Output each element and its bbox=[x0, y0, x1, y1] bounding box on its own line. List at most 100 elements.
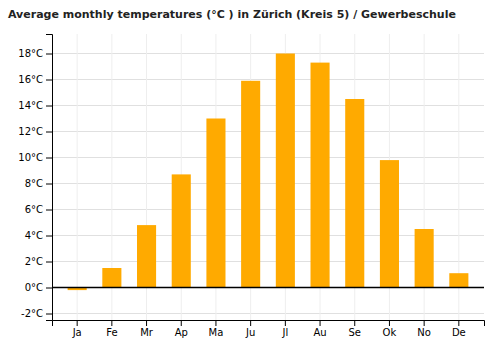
y-tick-label: 16°C bbox=[18, 74, 43, 85]
y-grid-line bbox=[52, 287, 484, 288]
y-grid-line bbox=[52, 157, 484, 158]
bars bbox=[68, 54, 469, 291]
x-tick: Se bbox=[348, 320, 361, 338]
x-tick-mark bbox=[146, 320, 147, 326]
y-tick-mark bbox=[46, 106, 52, 107]
y-tick-mark bbox=[46, 314, 52, 315]
x-tick: Ok bbox=[383, 320, 397, 338]
y-tick-label: 8°C bbox=[25, 178, 43, 189]
x-tick-mark bbox=[458, 320, 459, 326]
zero-line bbox=[52, 287, 484, 289]
y-tick: 2°C bbox=[25, 256, 52, 267]
chart: -2°C 0°C 2°C 4°C 6°C 8°C 10°C 12°C 14°C 16°C 18°C J… bbox=[0, 0, 500, 350]
x-tick: Ju bbox=[245, 320, 255, 338]
y-tick-label: 14°C bbox=[18, 100, 43, 111]
y-tick: 14°C bbox=[18, 100, 52, 111]
title: Average monthly temperatures (°C ) in Zü… bbox=[8, 8, 456, 21]
x-tick: De bbox=[452, 320, 466, 338]
x-tick: Ja bbox=[72, 320, 82, 338]
y-tick-mark bbox=[46, 288, 52, 289]
x-axis-line bbox=[53, 321, 485, 327]
y-tick: 12°C bbox=[18, 126, 52, 137]
y-grid-line bbox=[52, 79, 484, 80]
bar bbox=[172, 174, 191, 287]
x-tick-mark bbox=[320, 320, 321, 326]
bar bbox=[345, 99, 364, 288]
y-tick-mark bbox=[46, 132, 52, 133]
bar bbox=[380, 160, 399, 287]
x-tick-mark bbox=[215, 320, 216, 326]
y-tick-mark bbox=[46, 158, 52, 159]
x-tick-label: No bbox=[417, 327, 431, 338]
x-tick: Ap bbox=[175, 320, 188, 338]
y-grid-line bbox=[52, 53, 484, 54]
y-tick: 16°C bbox=[18, 74, 52, 85]
x-tick-label: Ok bbox=[383, 327, 397, 338]
y-grid-line bbox=[52, 209, 484, 210]
x-tick-mark bbox=[285, 320, 286, 326]
y-grid-line bbox=[52, 313, 484, 314]
bar bbox=[137, 225, 156, 287]
y-tick-label: 4°C bbox=[25, 230, 43, 241]
x-tick-label: Au bbox=[313, 327, 326, 338]
y-tick-mark bbox=[46, 80, 52, 81]
x-tick-label: Mr bbox=[140, 327, 154, 338]
y-tick: -2°C bbox=[21, 308, 52, 319]
x-tick-label: Jl bbox=[281, 327, 288, 338]
x-tick-mark bbox=[389, 320, 390, 326]
bar bbox=[311, 63, 330, 288]
x-tick-mark bbox=[181, 320, 182, 326]
x-tick: No bbox=[417, 320, 431, 338]
x-axis: Ja Fe Mr Ap Ma Ju Jl Au Se Ok No De bbox=[53, 320, 485, 338]
x-tick-mark bbox=[354, 320, 355, 326]
y-tick-label: -2°C bbox=[21, 308, 43, 319]
y-axis: -2°C 0°C 2°C 4°C 6°C 8°C 10°C 12°C 14°C 16°C 18°C bbox=[18, 35, 52, 321]
y-axis-line bbox=[46, 35, 53, 321]
y-tick: 6°C bbox=[25, 204, 52, 215]
x-tick-mark bbox=[77, 320, 78, 326]
x-tick-label: De bbox=[452, 327, 466, 338]
plot-area: -2°C 0°C 2°C 4°C 6°C 8°C 10°C 12°C 14°C 16°C 18°C J… bbox=[18, 34, 484, 338]
x-tick: Jl bbox=[281, 320, 288, 338]
x-tick-mark bbox=[250, 320, 251, 326]
y-grid-line bbox=[52, 105, 484, 106]
x-tick: Au bbox=[313, 320, 326, 338]
x-tick-label: Ap bbox=[175, 327, 188, 338]
grid bbox=[52, 34, 484, 320]
x-tick-label: Ma bbox=[209, 327, 224, 338]
y-tick-mark bbox=[46, 184, 52, 185]
y-tick-label: 0°C bbox=[25, 282, 43, 293]
bar bbox=[241, 81, 260, 288]
bar bbox=[276, 54, 295, 288]
y-tick: 18°C bbox=[18, 48, 52, 59]
y-tick-mark bbox=[46, 54, 52, 55]
y-tick: 0°C bbox=[25, 282, 52, 293]
bar bbox=[449, 273, 468, 287]
y-tick: 8°C bbox=[25, 178, 52, 189]
y-tick: 4°C bbox=[25, 230, 52, 241]
y-grid-line bbox=[52, 183, 484, 184]
bar bbox=[102, 268, 121, 288]
y-tick-mark bbox=[46, 236, 52, 237]
x-tick-label: Fe bbox=[106, 327, 117, 338]
x-grid-line bbox=[77, 34, 78, 320]
y-tick-label: 18°C bbox=[18, 48, 43, 59]
y-tick: 10°C bbox=[18, 152, 52, 163]
x-tick-label: Ja bbox=[72, 327, 82, 338]
x-tick: Fe bbox=[106, 320, 117, 338]
bar bbox=[415, 229, 434, 288]
x-tick-mark bbox=[424, 320, 425, 326]
y-tick-label: 10°C bbox=[18, 152, 43, 163]
x-tick-mark bbox=[111, 320, 112, 326]
y-tick-mark bbox=[46, 210, 52, 211]
x-tick: Mr bbox=[140, 320, 154, 338]
y-tick-mark bbox=[46, 262, 52, 263]
y-tick-label: 12°C bbox=[18, 126, 43, 137]
bar bbox=[206, 119, 225, 288]
y-tick-label: 2°C bbox=[25, 256, 43, 267]
y-grid-line bbox=[52, 131, 484, 132]
x-tick: Ma bbox=[209, 320, 224, 338]
x-tick-label: Se bbox=[348, 327, 361, 338]
x-tick-label: Ju bbox=[245, 327, 255, 338]
y-tick-label: 6°C bbox=[25, 204, 43, 215]
